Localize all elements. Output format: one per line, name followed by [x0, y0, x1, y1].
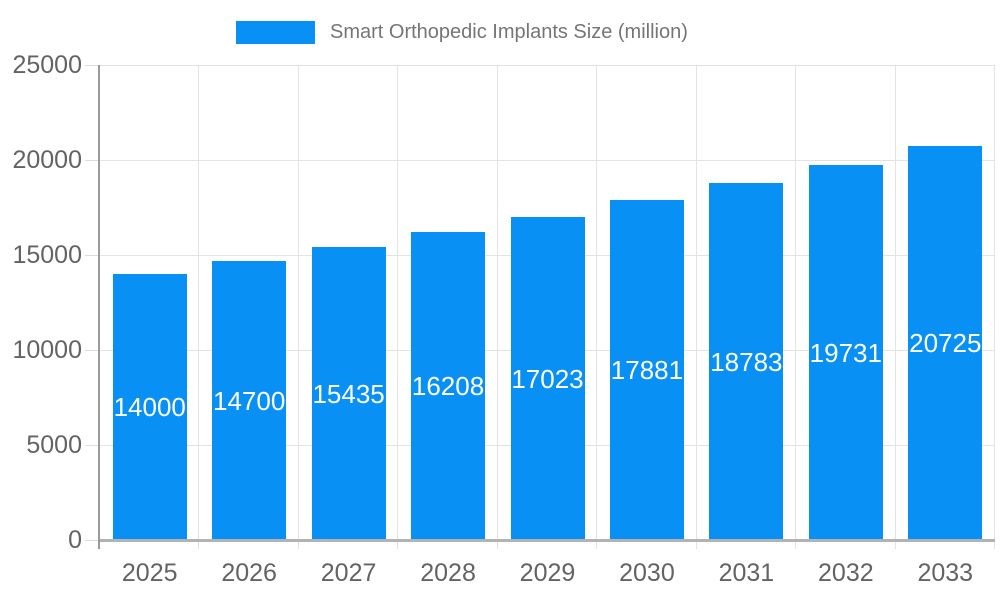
bar[interactable]: 16208 — [411, 232, 486, 540]
v-gridline — [198, 65, 200, 549]
bar-value-label: 20725 — [909, 328, 982, 358]
bar-value-label: 15435 — [312, 378, 385, 409]
y-axis-label: 5000 — [26, 431, 82, 459]
x-axis-label: 2028 — [420, 559, 476, 587]
bar[interactable]: 20725 — [908, 146, 983, 540]
x-axis-label: 2026 — [221, 559, 277, 587]
y-axis-tick — [85, 65, 100, 66]
x-axis-label: 2025 — [121, 559, 178, 587]
bar-value-label: 19731 — [809, 337, 882, 368]
legend-series-label[interactable]: Smart Orthopedic Implants Size (million) — [330, 21, 688, 43]
legend-swatch-icon[interactable] — [236, 21, 315, 44]
v-gridline — [596, 65, 598, 549]
v-gridline — [297, 65, 299, 549]
y-axis-tick — [85, 445, 100, 446]
y-axis-tick — [85, 350, 100, 351]
x-axis-label: 2032 — [818, 559, 874, 587]
bar[interactable]: 19731 — [808, 165, 883, 540]
bar-value-label: 14000 — [113, 392, 186, 422]
x-axis-label: 2029 — [519, 559, 576, 587]
y-axis-label: 20000 — [12, 146, 82, 174]
bar-value-label: 18783 — [710, 346, 783, 377]
bar[interactable]: 17023 — [510, 217, 585, 540]
bar-value-label: 17881 — [610, 355, 684, 385]
bar-value-label: 16208 — [411, 371, 485, 401]
h-gridline — [100, 160, 995, 161]
y-axis-tick — [85, 160, 100, 161]
bar[interactable]: 18783 — [709, 183, 784, 540]
x-axis-label: 2030 — [619, 559, 675, 587]
bar-value-label: 17023 — [511, 363, 584, 394]
bar-value-label: 14700 — [213, 385, 286, 416]
y-axis-tick — [85, 255, 100, 256]
y-axis-label: 15000 — [12, 241, 82, 269]
bar[interactable]: 17881 — [609, 200, 684, 540]
x-axis-baseline — [100, 539, 995, 542]
v-gridline — [795, 65, 797, 549]
v-gridline — [994, 65, 995, 549]
v-gridline — [695, 65, 697, 549]
v-gridline — [894, 65, 896, 549]
bar[interactable]: 15435 — [311, 247, 386, 540]
v-gridline — [397, 65, 399, 549]
v-gridline — [496, 65, 498, 549]
bar[interactable]: 14700 — [212, 261, 287, 540]
x-axis-label: 2031 — [718, 559, 775, 587]
bar[interactable]: 14000 — [112, 274, 187, 540]
x-axis-label: 2033 — [917, 559, 974, 587]
y-axis-label: 25000 — [12, 51, 82, 79]
h-gridline — [100, 65, 995, 66]
plot-area: 0 5000 10000 15000 20000 25000 14000 14700 15435… — [12, 52, 995, 587]
y-axis-label: 10000 — [12, 336, 82, 364]
y-axis-line — [98, 65, 100, 549]
y-axis-label: 0 — [68, 526, 82, 554]
x-axis-label: 2027 — [320, 559, 377, 587]
y-axis-tick — [85, 540, 100, 541]
